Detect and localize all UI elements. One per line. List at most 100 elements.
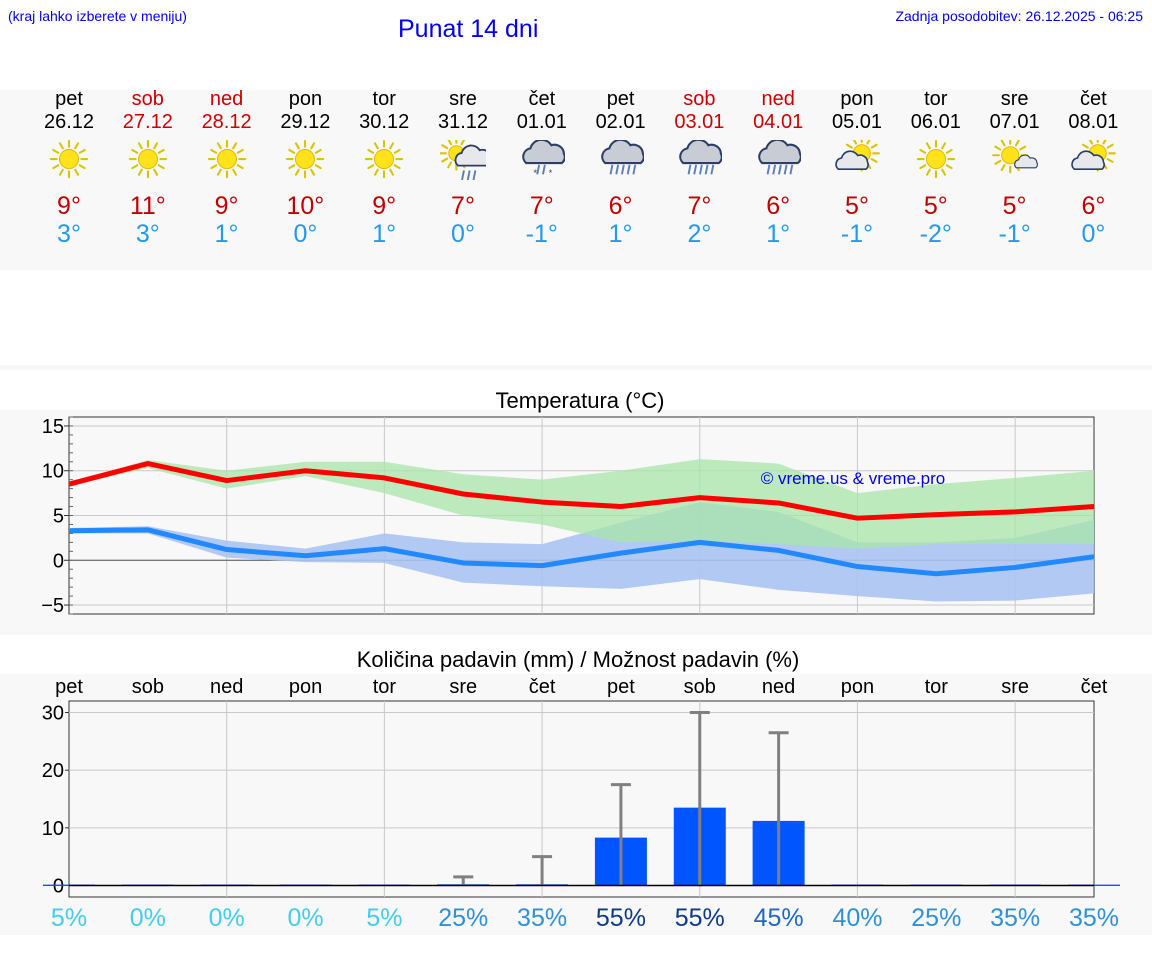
day-date: 01.01 bbox=[516, 111, 567, 133]
y-tick-label: 5 bbox=[53, 506, 64, 528]
day-label: tor bbox=[373, 676, 397, 698]
day-name: ned bbox=[209, 88, 244, 110]
day-name: sob bbox=[683, 88, 716, 110]
sun-cloud-rain-icon bbox=[424, 140, 502, 180]
day-column: pon 29.12 10° 0° bbox=[266, 88, 344, 248]
day-label: čet bbox=[1081, 676, 1108, 698]
day-column: tor 30.12 9° 1° bbox=[345, 88, 423, 248]
day-label: pet bbox=[607, 676, 635, 698]
day-date: 03.01 bbox=[674, 111, 725, 133]
precip-probability: 0% bbox=[209, 904, 245, 932]
plot-frame bbox=[68, 700, 1095, 898]
day-name: pon bbox=[288, 88, 323, 110]
sun-cloud-icon bbox=[1054, 140, 1132, 180]
sun-small-cloud-icon bbox=[976, 140, 1054, 180]
temp-min: 1° bbox=[372, 220, 397, 248]
precip-probability: 40% bbox=[832, 904, 882, 932]
svg-text:*: * bbox=[533, 168, 537, 179]
day-date: 06.01 bbox=[910, 111, 961, 133]
precip-probability: 55% bbox=[596, 904, 646, 932]
temp-min: 1° bbox=[214, 220, 239, 248]
y-tick-label: 10 bbox=[42, 461, 64, 483]
precip-probability: 5% bbox=[366, 904, 402, 932]
precip-probability: 35% bbox=[517, 904, 567, 932]
sun-icon bbox=[30, 140, 108, 180]
temp-max: 9° bbox=[57, 192, 81, 220]
temperature-chart: Temperatura (°C) 15 10 5 0 −5 © vreme.us & vre… bbox=[41, 388, 1095, 617]
day-name: tor bbox=[924, 88, 948, 110]
temp-max: 5° bbox=[1002, 192, 1027, 220]
day-date: 31.12 bbox=[437, 111, 489, 133]
precip-probability: 35% bbox=[1069, 904, 1119, 932]
cloud-rain-icon bbox=[582, 140, 660, 180]
day-column: sre 31.12 7° 0° bbox=[424, 88, 502, 248]
day-date: 04.01 bbox=[753, 111, 804, 133]
temperature-chart-title: Temperatura (°C) bbox=[496, 388, 665, 413]
temp-min: 3° bbox=[57, 220, 81, 248]
precip-probability: 5% bbox=[51, 904, 87, 932]
y-tick-label: 0 bbox=[53, 875, 64, 897]
precip-probability: 45% bbox=[754, 904, 804, 932]
temp-max: 6° bbox=[766, 192, 791, 220]
day-column: sob 03.01 7° 2° bbox=[660, 88, 738, 248]
day-date: 29.12 bbox=[280, 111, 331, 133]
sun-cloud-icon bbox=[818, 140, 896, 180]
temp-min: -1° bbox=[525, 220, 558, 248]
day-column: ned 28.12 9° 1° bbox=[188, 88, 266, 248]
day-label: sre bbox=[1001, 676, 1029, 698]
precip-probability: 0% bbox=[287, 904, 323, 932]
day-label: ned bbox=[210, 676, 243, 698]
temp-max: 11° bbox=[129, 192, 166, 220]
page-title: Punat 14 dni bbox=[398, 15, 539, 43]
day-label: sob bbox=[132, 676, 164, 698]
day-label: pet bbox=[55, 676, 83, 698]
sun-icon bbox=[345, 140, 423, 180]
separator-band bbox=[0, 365, 1152, 370]
precipitation-chart-title: Količina padavin (mm) / Možnost padavin … bbox=[357, 647, 800, 672]
day-date: 27.12 bbox=[122, 111, 173, 133]
day-date: 28.12 bbox=[201, 111, 252, 133]
day-name: čet bbox=[528, 88, 556, 110]
precip-probability: 55% bbox=[675, 904, 725, 932]
temp-max: 7° bbox=[529, 192, 554, 220]
day-column: čet 08.01 6° 0° bbox=[1054, 88, 1132, 248]
temp-min: 2° bbox=[687, 220, 712, 248]
temp-min: -2° bbox=[919, 220, 952, 248]
day-label: sob bbox=[684, 676, 716, 698]
day-column: tor 06.01 5° -2° bbox=[897, 88, 975, 248]
temp-min: 1° bbox=[766, 220, 791, 248]
temp-max: 10° bbox=[286, 192, 325, 220]
day-label: ned bbox=[762, 676, 795, 698]
temp-min: 0° bbox=[293, 220, 318, 248]
day-column: sre 07.01 5° -1° bbox=[976, 88, 1054, 248]
precip-probability: 35% bbox=[990, 904, 1040, 932]
day-date: 26.12 bbox=[43, 111, 95, 133]
last-update: Zadnja posodobitev: 26.12.2025 - 06:25 bbox=[895, 8, 1143, 24]
day-name: sre bbox=[449, 88, 477, 110]
day-name: pet bbox=[55, 88, 83, 110]
y-tick-label: 30 bbox=[42, 703, 64, 725]
max-temp-line bbox=[68, 461, 1095, 521]
day-label: čet bbox=[529, 676, 556, 698]
y-tick-label: 20 bbox=[42, 760, 64, 782]
forecast-days-band bbox=[0, 90, 1152, 270]
y-tick-label: 10 bbox=[42, 818, 64, 840]
svg-text:*: * bbox=[548, 168, 552, 179]
day-date: 30.12 bbox=[359, 111, 410, 133]
temp-max: 6° bbox=[1081, 192, 1106, 220]
day-column: sob 27.12 11° 3° bbox=[109, 88, 187, 248]
day-name: sre bbox=[1000, 88, 1029, 110]
day-label: sre bbox=[449, 676, 477, 698]
cloud-sleet-icon: * * bbox=[503, 140, 581, 180]
location-hint: (kraj lahko izberete v meniju) bbox=[8, 8, 187, 24]
temp-min: 0° bbox=[451, 220, 475, 248]
temp-min: -1° bbox=[840, 220, 874, 248]
day-column: pon 05.01 5° -1° bbox=[818, 88, 896, 248]
sun-icon bbox=[188, 140, 266, 180]
min-temp-line bbox=[68, 527, 1095, 577]
precip-probability: 25% bbox=[438, 904, 488, 932]
day-name: ned bbox=[761, 88, 795, 110]
sun-icon bbox=[266, 140, 344, 180]
day-label: tor bbox=[925, 676, 949, 698]
day-name: čet bbox=[1080, 88, 1107, 110]
